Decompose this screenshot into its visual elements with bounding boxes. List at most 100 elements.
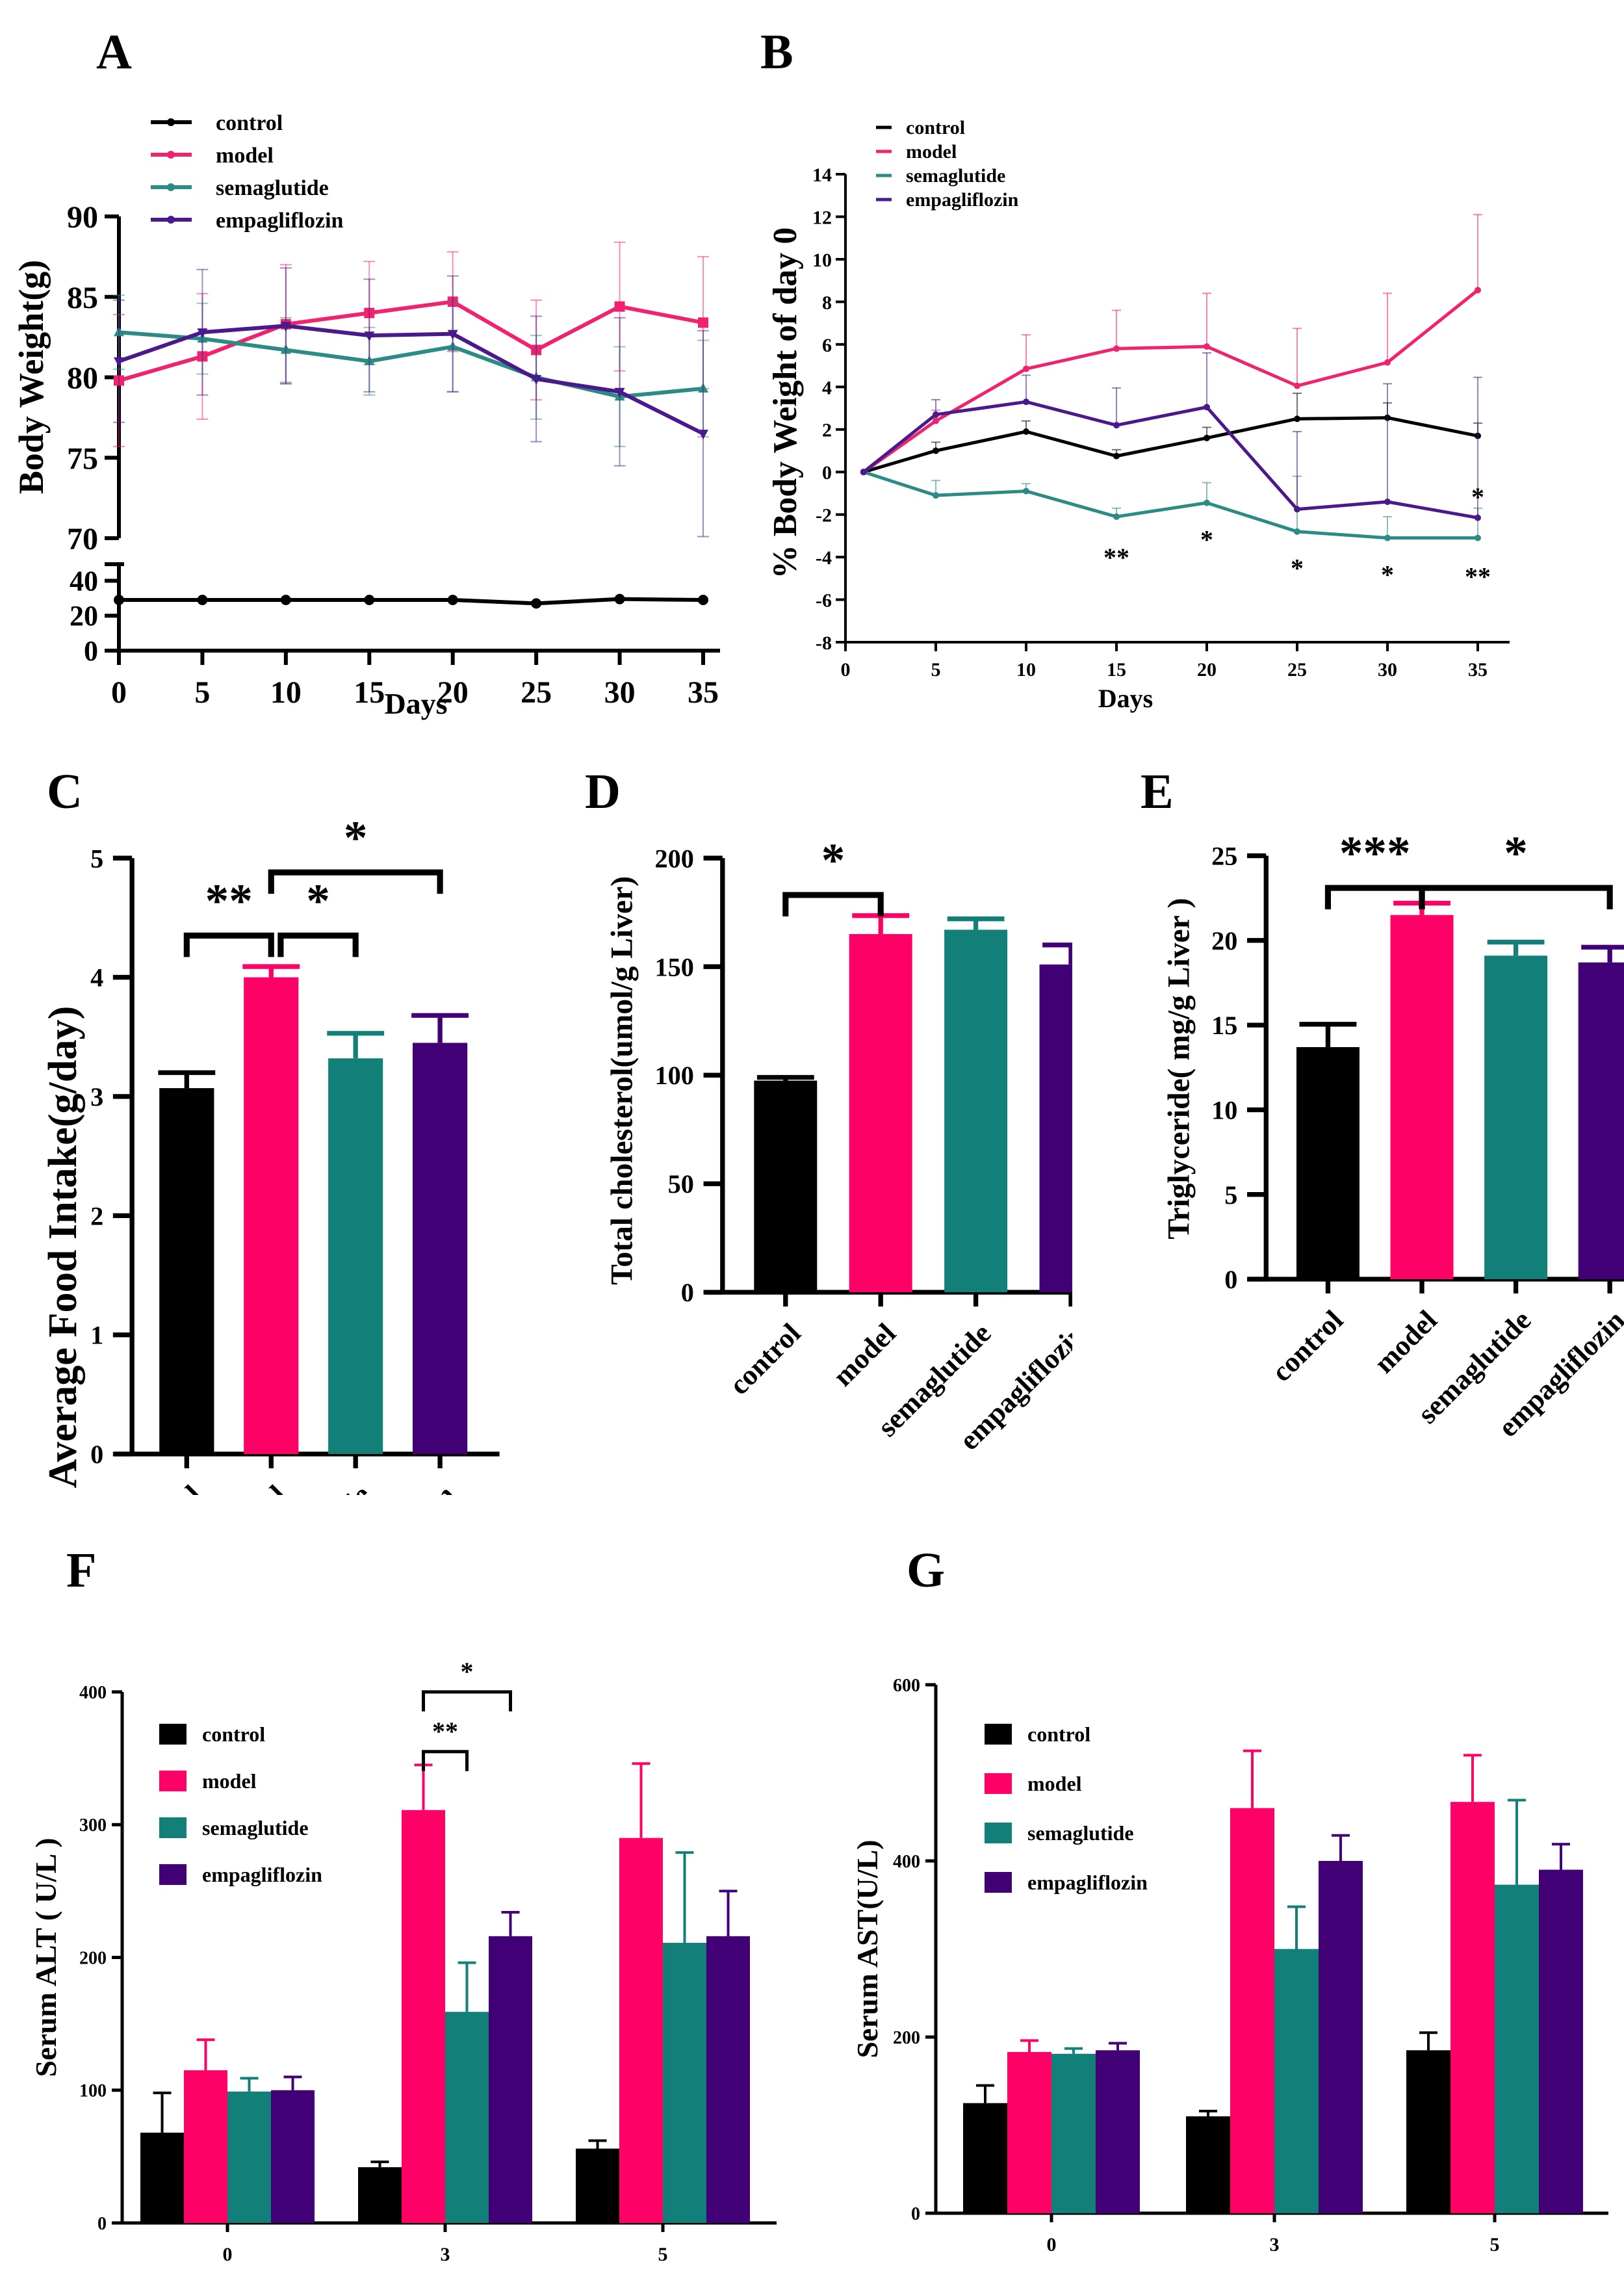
data-point [1384,499,1391,505]
legend-swatch-model [159,1771,187,1791]
legend-label: empagliflozin [1027,1871,1148,1894]
data-point [1113,452,1120,460]
significance-bracket [782,892,884,916]
y-tick-label: 5 [90,844,103,873]
x-tick-label: 5 [931,659,941,681]
x-tick-label: 5 [1490,2234,1500,2255]
data-point [364,595,375,606]
x-tick-label: 3 [441,2244,450,2265]
y-axis-title: Serum AST(U/L) [851,1839,884,2058]
bar-model-week-3 [402,1810,445,2223]
bar-semaglutide [944,929,1008,1293]
y-axis-title: Average Food Intake(g/day) [41,1006,85,1488]
legend-swatch-empagliflozin [985,1872,1012,1893]
y-tick-label: 400 [893,1852,920,1872]
bar-semaglutide-week-0 [227,2091,271,2223]
data-point [1384,534,1391,541]
bar-model-week-5 [1450,1802,1495,2213]
legend-label: model [1027,1772,1082,1795]
x-tick-label: 5 [658,2244,668,2265]
data-point [614,301,625,312]
data-point [1294,415,1300,422]
legend-label: empagliflozin [202,1863,322,1886]
y-tick-label: 200 [893,2028,920,2048]
y-tick-label: -4 [816,547,832,569]
data-point [114,595,124,606]
legend-swatch-control [159,1724,187,1745]
data-point [933,492,939,499]
bar-empagliflozin-week-3 [489,1936,532,2223]
legend-label: control [202,1722,265,1746]
data-point [364,331,375,342]
series-line-empagliflozin [862,400,1478,520]
y-tick-label: 0 [97,2214,107,2234]
data-point [1204,343,1210,350]
significance-bracket [1324,885,1425,909]
data-point [614,387,625,398]
y-tick-label: 5 [1224,1180,1237,1210]
bar-semaglutide-week-0 [1051,2053,1096,2213]
significance-bracket [268,869,443,894]
panel-label-a: A [96,25,132,79]
x-tick-label: control [1265,1304,1349,1388]
bar-model-week-5 [619,1838,663,2223]
bar-semaglutide [328,1058,383,1455]
data-point [1475,514,1481,521]
significance-marker: ** [432,1717,458,1746]
legend-swatch-semaglutide [985,1823,1012,1843]
data-point [1023,487,1029,495]
y-tick-label: 4 [90,963,103,993]
legend-label: control [216,111,283,135]
y-tick-label: 15 [1211,1011,1237,1040]
panel-label-f: F [66,1543,97,1598]
panel-label-g: G [907,1543,946,1598]
significance-marker: * [344,811,368,864]
bar-control [159,1088,214,1455]
panel-label-e: E [1141,764,1174,819]
x-tick-label: 25 [521,675,552,710]
data-point [1204,434,1210,441]
legend-label: semaglutide [202,1816,309,1839]
data-point [1113,345,1120,352]
significance-bracket [277,932,359,957]
y-tick-label: 0 [681,1278,694,1307]
significance-bracket [422,1750,469,1771]
y-tick-label: 20 [1211,926,1237,955]
x-tick-label: 20 [437,675,469,710]
y-tick-label: 200 [79,1948,107,1968]
x-tick-label: model [217,1479,292,1495]
legend-label: empagliflozin [216,209,344,233]
significance-marker: ** [1103,543,1129,572]
data-point [531,598,542,609]
panel-label-c: C [47,764,83,819]
x-tick-label: 15 [354,675,385,710]
legend-marker [167,118,175,126]
chart-b-percent-body-weight: -8 -6 -4 -2 0 2 4 6 8 10 12 14 0 5 10 15 20 25 30 35 Days % B… [767,117,1510,713]
bar-model [1390,915,1454,1280]
y-tick-label: 0 [1224,1265,1237,1294]
data-point [1023,428,1029,435]
y-tick-label: 3 [90,1082,103,1111]
data-point [447,595,458,606]
y-tick-label: 14 [812,164,832,186]
x-tick-label: model [1368,1304,1443,1379]
x-tick-label: 30 [604,675,636,710]
data-point [531,374,542,385]
significance-marker: ** [1465,562,1491,591]
bar-empagliflozin-week-0 [271,2090,315,2223]
y-tick-label: 100 [79,2081,107,2101]
y-tick-label: 400 [79,1683,107,1703]
bar-empagliflozin [1039,964,1072,1293]
bar-control-week-0 [963,2103,1007,2213]
significance-marker: * [306,874,330,927]
legend-label: empagliflozin [906,189,1019,211]
data-point [1294,506,1300,513]
y-tick-label: 200 [655,844,694,873]
bar-semaglutide-week-3 [445,2012,489,2223]
panel-label-b: B [760,25,793,79]
significance-marker: * [1200,525,1213,554]
data-point [280,595,291,606]
x-tick-label: 20 [1197,659,1217,681]
x-tick-label: 5 [194,675,210,710]
